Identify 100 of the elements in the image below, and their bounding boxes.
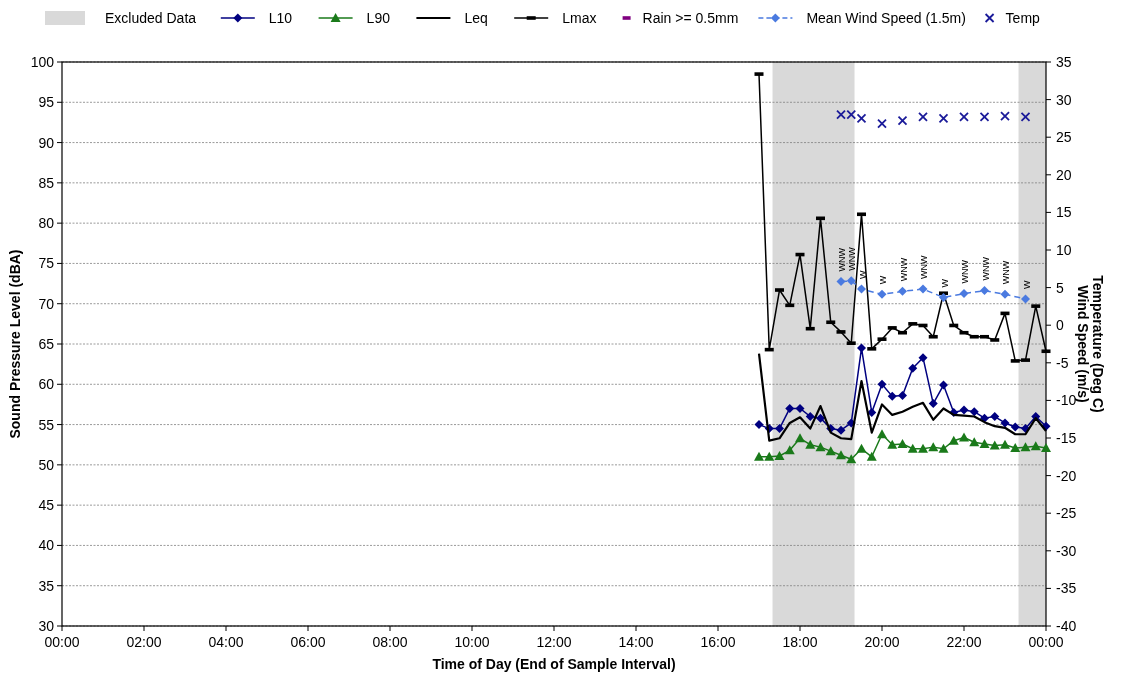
point (836, 450, 846, 460)
x-tick-label: 18:00 (782, 634, 818, 650)
point (959, 405, 969, 415)
point (1010, 422, 1020, 432)
point (897, 115, 908, 126)
annotation: W (939, 278, 950, 288)
x-tick-label: 16:00 (700, 634, 736, 650)
y2-tick-label: 20 (1056, 166, 1072, 183)
point (939, 380, 948, 390)
y2-axis-title: Wind Speed (m/s) Temperature (Deg C) (1075, 275, 1106, 413)
y2-tick-label: -5 (1056, 354, 1069, 371)
point (877, 289, 887, 299)
point (795, 433, 805, 443)
point (918, 112, 928, 122)
point (918, 284, 928, 294)
y-tick-label: 55 (38, 416, 55, 433)
x-tick-label: 04:00 (208, 634, 244, 650)
point (980, 286, 989, 296)
point (898, 391, 907, 401)
annotation: WNW (837, 247, 847, 272)
point (867, 407, 877, 417)
point (918, 443, 928, 453)
y-tick-label: 85 (38, 174, 55, 191)
legend-label: Mean Wind Speed (1.5m) (806, 10, 966, 26)
point (764, 451, 775, 461)
point (907, 443, 918, 453)
point (969, 437, 980, 447)
y-tick-label: 45 (38, 497, 55, 514)
legend-label: Excluded Data (105, 10, 197, 26)
y2-tick-label: -25 (1056, 505, 1077, 522)
x-tick-label: 02:00 (126, 634, 162, 650)
point (979, 438, 990, 448)
point (857, 343, 866, 353)
point (795, 403, 805, 413)
point (939, 292, 948, 302)
legend-label: L90 (366, 10, 391, 26)
point (938, 443, 949, 453)
y-tick-label: 60 (38, 376, 55, 393)
annotation: WNW (919, 255, 929, 280)
point (836, 277, 846, 287)
annotation: WNW (960, 259, 970, 284)
y-axis-title: Sound Pressure Level (dBA) (7, 249, 23, 439)
annotation: WNW (980, 256, 991, 281)
y2-tick-label: 0 (1056, 317, 1064, 334)
y-tick-label: 75 (38, 255, 55, 272)
y2-tick-label: 10 (1056, 242, 1072, 258)
annotation: W (878, 275, 888, 285)
point (887, 391, 897, 401)
point (775, 424, 784, 434)
y-tick-label: 70 (38, 295, 55, 312)
point (754, 451, 764, 461)
point (887, 439, 898, 449)
point (959, 289, 969, 299)
point (1000, 439, 1010, 449)
point (959, 112, 969, 122)
y-tick-label: 40 (38, 537, 55, 554)
x-tick-label: 06:00 (290, 634, 326, 650)
y-tick-label: 65 (38, 336, 55, 352)
point (754, 420, 764, 430)
point (969, 407, 979, 417)
point (856, 113, 867, 124)
point (948, 435, 959, 445)
annotation: W (1021, 279, 1032, 289)
point (846, 276, 856, 286)
y-tick-label: 95 (38, 94, 55, 111)
x-tick-label: 14:00 (618, 634, 654, 650)
annotation: WNW (898, 257, 909, 282)
point (918, 353, 928, 363)
y2-tick-label: -10 (1056, 392, 1077, 409)
x-tick-label: 08:00 (372, 634, 408, 650)
point (1021, 294, 1030, 304)
point (1020, 112, 1031, 122)
y-tick-label: 35 (38, 577, 55, 594)
point (1010, 442, 1021, 452)
point (877, 379, 887, 389)
legend-label: Rain >= 0.5mm (642, 10, 739, 26)
y2-tick-label: 35 (1056, 54, 1072, 70)
point (1000, 418, 1010, 428)
point (825, 446, 836, 456)
x-tick-label: 20:00 (864, 634, 900, 650)
point (1041, 442, 1051, 452)
legend-label: Leq (464, 10, 488, 26)
point (805, 439, 816, 449)
legend-label: L10 (268, 10, 293, 26)
y2-tick-label: 5 (1056, 279, 1064, 296)
point (866, 451, 877, 461)
annotation: W (857, 270, 868, 280)
y2-tick-label: -35 (1056, 580, 1077, 597)
y2-tick-label: 15 (1056, 204, 1072, 221)
x-tick-label: 00:00 (1028, 634, 1064, 650)
x-axis-title: Time of Day (End of Sample Interval) (432, 656, 676, 672)
y-tick-label: 80 (38, 215, 55, 232)
y2-tick-label: -20 (1056, 467, 1077, 484)
point (938, 113, 949, 124)
y-tick-label: 90 (38, 134, 55, 151)
point (784, 445, 795, 455)
y2-tick-label: 30 (1056, 91, 1072, 108)
x-tick-label: 22:00 (946, 634, 982, 650)
y-tick-label: 50 (38, 456, 55, 473)
annotation: WNW (1001, 260, 1011, 285)
